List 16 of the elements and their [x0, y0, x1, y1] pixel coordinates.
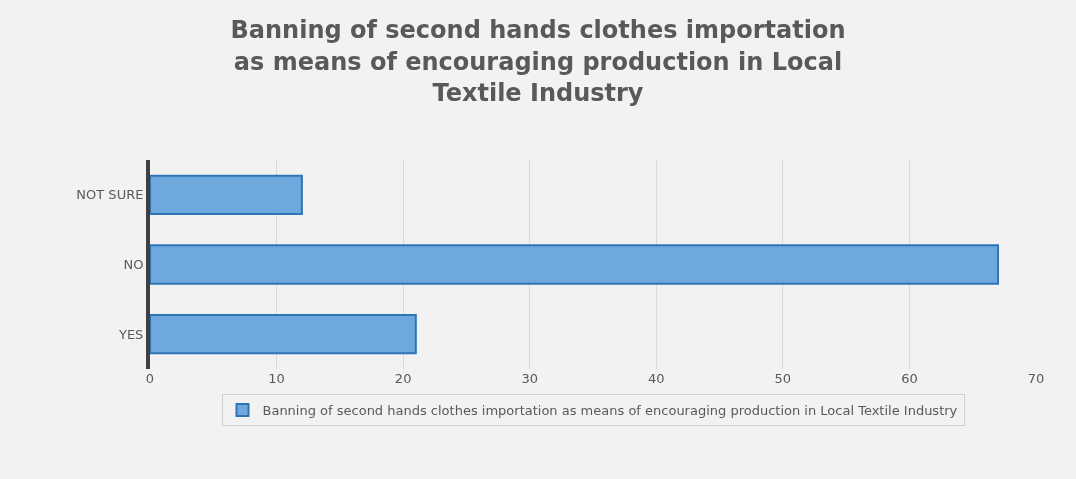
x-tick-label: 50: [774, 371, 792, 386]
bar: [150, 174, 303, 215]
y-tick-label: YES: [117, 326, 144, 342]
x-tick-label: 60: [901, 371, 918, 386]
y-tick-label: NOT SURE: [76, 187, 144, 203]
chart-title: Banning of second hands clothes importation as means of encouraging production in Local Textile Industry: [230, 16, 846, 107]
bar: [150, 244, 1000, 285]
y-tick-label: NO: [123, 257, 144, 273]
x-tick-label: 0: [145, 371, 155, 386]
legend-label: Banning of second hands clothes importation as means of encouraging production in Local Textile Industry: [262, 403, 958, 419]
x-tick-label: 20: [394, 371, 412, 386]
x-tick-label: 40: [648, 371, 665, 386]
x-tick-label: 70: [1027, 371, 1045, 386]
x-tick-label: 30: [521, 371, 538, 386]
bar: [150, 314, 417, 355]
x-tick-label: 10: [268, 371, 285, 386]
